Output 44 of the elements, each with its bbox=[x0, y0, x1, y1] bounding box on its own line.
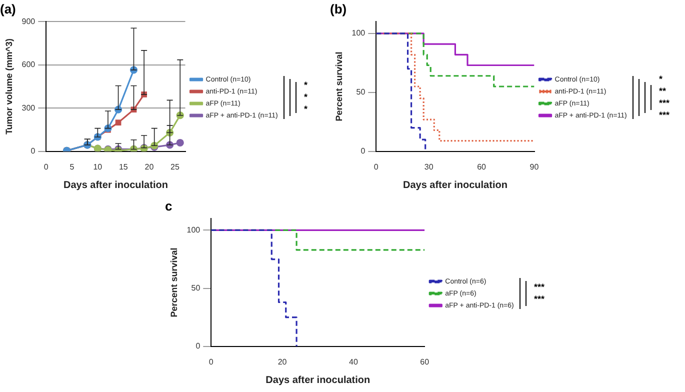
x-tick-label: 0 bbox=[44, 162, 49, 172]
x-axis-title: Days after inoculation bbox=[266, 374, 370, 386]
y-tick-label: 0 bbox=[360, 146, 366, 156]
chart-title: (b) bbox=[330, 1, 347, 16]
x-axis-title: Days after inoculation bbox=[402, 180, 508, 191]
x-tick-label: 15 bbox=[118, 162, 128, 172]
x-tick-label: 0 bbox=[374, 162, 379, 172]
x-tick-label: 10 bbox=[93, 162, 103, 172]
point bbox=[115, 120, 122, 126]
chart-title: c bbox=[165, 198, 172, 214]
y-tick-label: 0 bbox=[30, 146, 36, 156]
x-tick-label: 5 bbox=[70, 162, 75, 172]
x-tick-label: 30 bbox=[424, 162, 434, 172]
x-tick-label: 20 bbox=[144, 162, 154, 172]
x-tick-label: 40 bbox=[349, 357, 358, 366]
x-axis-title: Days after inoculation bbox=[63, 180, 168, 191]
y-axis-title: Percent survival bbox=[334, 52, 344, 122]
text: ** bbox=[659, 86, 666, 96]
y-tick-label: 300 bbox=[22, 103, 36, 112]
text: *** bbox=[534, 282, 546, 292]
x-tick-label: 25 bbox=[170, 162, 180, 172]
text: * bbox=[304, 92, 308, 102]
text: *** bbox=[659, 98, 670, 108]
point bbox=[176, 138, 184, 147]
text: * bbox=[304, 104, 308, 114]
y-tick-label: 600 bbox=[22, 60, 36, 70]
y-axis-title: Percent survival bbox=[168, 248, 179, 318]
x-tick-label: 60 bbox=[477, 162, 487, 172]
chart-title: (a) bbox=[0, 1, 16, 16]
x-tick-label: 20 bbox=[278, 357, 288, 366]
text: * bbox=[304, 80, 308, 90]
y-tick-label: 50 bbox=[356, 88, 366, 97]
y-tick-label: 100 bbox=[352, 28, 366, 38]
y-tick-label: 100 bbox=[186, 225, 201, 234]
text: *** bbox=[659, 110, 670, 120]
x-tick-label: 60 bbox=[420, 357, 430, 366]
text: * bbox=[659, 74, 663, 84]
y-tick-label: 900 bbox=[22, 16, 36, 26]
text: *** bbox=[534, 294, 546, 304]
x-tick-label: 0 bbox=[208, 357, 214, 366]
y-axis-title: Tumor volume (mm^3) bbox=[4, 38, 14, 135]
x-tick-label: 90 bbox=[530, 162, 540, 172]
y-tick-label: 50 bbox=[191, 284, 201, 293]
y-tick-label: 0 bbox=[196, 342, 201, 351]
